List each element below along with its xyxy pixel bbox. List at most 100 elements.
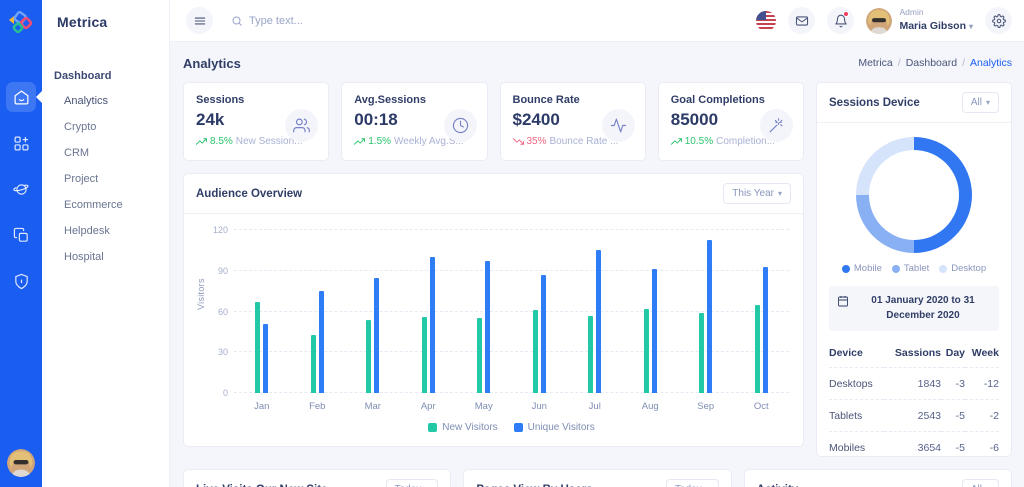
- card-title: Live Visits Our New Site: [196, 484, 327, 487]
- chart-y-axis-label: Visitors: [196, 278, 206, 310]
- messages-button[interactable]: [788, 7, 816, 34]
- chart-x-axis: Jan Feb Mar Apr May Jun Jul Aug Sep Oct: [234, 401, 789, 412]
- chart-x-tick: Jun: [531, 401, 547, 412]
- bar-new-visitors[interactable]: [532, 310, 538, 393]
- search-box: [231, 14, 756, 27]
- bar-new-visitors[interactable]: [754, 304, 760, 393]
- trend-up-icon: [196, 138, 207, 145]
- nav-apps-icon[interactable]: [6, 128, 36, 158]
- donut-legend-mobile[interactable]: Mobile: [841, 263, 882, 274]
- bar-group-jun[interactable]: [512, 230, 568, 393]
- menu-toggle-button[interactable]: [186, 7, 213, 34]
- stat-value: 24k: [196, 110, 225, 129]
- legend-dot: [939, 264, 948, 273]
- audience-filter-button[interactable]: This Year ▾: [723, 183, 791, 204]
- table-row: Tablets 2543 -5 -2: [829, 399, 999, 432]
- nav-pages-icon[interactable]: [6, 220, 36, 250]
- language-flag-icon[interactable]: [756, 10, 777, 31]
- sidebar-section-label[interactable]: Dashboard: [54, 70, 112, 82]
- nav-planet-icon[interactable]: [6, 174, 36, 204]
- bar-new-visitors[interactable]: [366, 319, 372, 393]
- metrica-logo-icon[interactable]: [8, 10, 34, 36]
- chevron-down-icon: ▾: [985, 98, 990, 107]
- trend-down-icon: [512, 138, 524, 145]
- live-visits-our-new-site-card: Live Visits Our New Site Today▾: [183, 469, 452, 487]
- breadcrumb-item[interactable]: Dashboard: [905, 57, 958, 69]
- bar-unique-visitors[interactable]: [707, 239, 713, 393]
- bar-unique-visitors[interactable]: [596, 250, 602, 393]
- chart-x-tick: Jul: [588, 401, 601, 412]
- bar-group-sep[interactable]: [678, 230, 734, 393]
- sidebar-item-helpdesk[interactable]: Helpdesk: [64, 225, 110, 237]
- user-menu[interactable]: Admin Maria Gibson ▾: [866, 7, 973, 34]
- device-table-header: Day: [941, 339, 966, 368]
- settings-button[interactable]: [985, 7, 1012, 34]
- stat-trend: 10.5% Completion...: [670, 136, 791, 147]
- breadcrumb-item[interactable]: Metrica: [858, 57, 893, 69]
- card-filter-button[interactable]: All▾: [961, 479, 999, 487]
- donut-legend-desktop[interactable]: Desktop: [939, 263, 986, 274]
- stat-trend: 8.5% New Session...: [196, 136, 316, 147]
- nav-auth-icon[interactable]: [6, 266, 36, 296]
- bar-group-aug[interactable]: [623, 230, 679, 393]
- sessions-device-donut-chart: [856, 137, 972, 253]
- chart-x-tick: Aug: [641, 401, 659, 412]
- bar-new-visitors[interactable]: [643, 308, 649, 393]
- device-filter-button[interactable]: All ▾: [961, 92, 999, 113]
- sidebar-item-crypto[interactable]: Crypto: [64, 121, 97, 133]
- chart-x-tick: Oct: [753, 401, 769, 412]
- bar-unique-visitors[interactable]: [485, 261, 491, 393]
- bar-new-visitors[interactable]: [699, 312, 705, 393]
- bar-unique-visitors[interactable]: [318, 291, 324, 393]
- legend-item-unique-visitors[interactable]: Unique Visitors: [513, 422, 595, 433]
- stat-title: Goal Completions: [670, 94, 765, 106]
- sidebar-item-ecommerce[interactable]: Ecommerce: [64, 199, 123, 211]
- stat-title: Sessions: [196, 94, 245, 106]
- sidebar-item-crm[interactable]: CRM: [64, 147, 90, 159]
- bar-group-oct[interactable]: [734, 230, 790, 393]
- nav-dashboard-icon[interactable]: [6, 82, 42, 112]
- chevron-down-icon: ▾: [968, 22, 973, 32]
- sessions-device-title: Sessions Device: [829, 96, 920, 109]
- sidebar-item-hospital[interactable]: Hospital: [64, 251, 104, 263]
- bar-group-mar[interactable]: [345, 230, 401, 393]
- legend-swatch: [513, 423, 523, 432]
- donut-legend-tablet[interactable]: Tablet: [891, 263, 929, 274]
- table-cell: 2543: [883, 399, 942, 432]
- bar-group-apr[interactable]: [401, 230, 457, 393]
- audience-overview-title: Audience Overview: [196, 187, 303, 200]
- rail-user-avatar[interactable]: [7, 449, 35, 477]
- date-range[interactable]: 01 January 2020 to 31 December 2020: [829, 286, 999, 331]
- active-notch: [36, 91, 42, 103]
- bar-unique-visitors[interactable]: [540, 274, 546, 393]
- bar-unique-visitors[interactable]: [374, 277, 380, 393]
- stats-row: Sessions 24k 8.5% New Session... Avg.Session…: [183, 82, 804, 161]
- legend-item-new-visitors[interactable]: New Visitors: [428, 422, 498, 433]
- bar-unique-visitors[interactable]: [651, 269, 657, 393]
- card-filter-button[interactable]: Today▾: [665, 479, 719, 487]
- brand-name[interactable]: Metrica: [57, 14, 108, 30]
- table-cell: -5: [955, 441, 966, 454]
- bar-unique-visitors[interactable]: [263, 323, 269, 393]
- bar-new-visitors[interactable]: [421, 316, 427, 393]
- sidebar-item-analytics[interactable]: Analytics: [64, 95, 109, 107]
- card-title: Activity: [757, 484, 799, 487]
- bar-group-may[interactable]: [456, 230, 512, 393]
- breadcrumb-item[interactable]: Analytics: [969, 57, 1012, 69]
- search-input[interactable]: [249, 14, 469, 27]
- card-filter-button[interactable]: Today▾: [385, 479, 439, 487]
- bar-new-visitors[interactable]: [588, 315, 594, 393]
- bar-group-feb[interactable]: [290, 230, 346, 393]
- bar-unique-visitors[interactable]: [429, 257, 435, 393]
- bar-new-visitors[interactable]: [310, 334, 316, 393]
- sidebar-item-project[interactable]: Project: [64, 173, 99, 185]
- bar-group-jan[interactable]: [234, 230, 290, 393]
- user-role: Admin: [899, 6, 924, 17]
- chevron-down-icon: ▾: [425, 485, 429, 487]
- notifications-button[interactable]: [827, 7, 855, 34]
- bar-unique-visitors[interactable]: [762, 266, 768, 393]
- bar-group-jul[interactable]: [567, 230, 623, 393]
- bar-new-visitors[interactable]: [477, 318, 483, 393]
- bar-new-visitors[interactable]: [255, 302, 261, 393]
- legend-dot: [841, 264, 850, 273]
